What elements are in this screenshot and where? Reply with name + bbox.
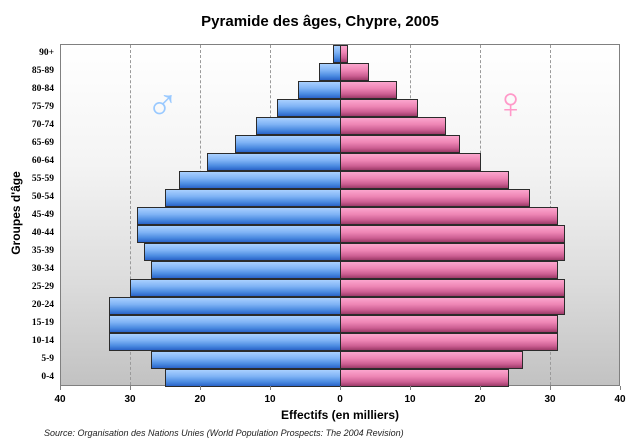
bar-male-40-44 [137,225,341,243]
bar-female-75-79 [340,99,418,117]
y-tick-label: 20-24 [31,300,54,310]
bar-female-40-44 [340,225,565,243]
y-tick-label: 90+ [39,48,54,58]
bar-male-60-64 [207,153,341,171]
bar-female-85-89 [340,63,369,81]
y-tick-label: 70-74 [31,120,54,130]
chart-title: Pyramide des âges, Chypre, 2005 [201,13,439,30]
bar-female-45-49 [340,207,558,225]
y-tick-label: 30-34 [31,264,54,274]
bar-male-0-4 [165,369,341,387]
bar-male-30-34 [151,261,341,279]
x-tick-label: 20 [194,394,206,405]
y-tick-label: 5-9 [41,354,54,364]
bar-male-5-9 [151,351,341,369]
y-tick-label: 85-89 [31,66,54,76]
x-tick-label: 0 [337,394,343,405]
bar-female-60-64 [340,153,481,171]
y-tick-label: 40-44 [31,228,54,238]
bar-male-75-79 [277,99,341,117]
x-tick-mark [550,386,551,390]
bar-female-0-4 [340,369,509,387]
x-tick-label: 30 [124,394,136,405]
x-tick-mark [60,386,61,390]
x-axis-title: Effectifs (en milliers) [280,408,400,422]
bar-female-90+ [340,45,348,63]
bar-female-25-29 [340,279,565,297]
bar-female-15-19 [340,315,558,333]
x-tick-label: 10 [404,394,416,405]
bar-female-80-84 [340,81,397,99]
x-tick-mark [410,386,411,390]
x-tick-label: 40 [614,394,626,405]
bar-male-65-69 [235,135,341,153]
male-symbol-icon: ♂ [146,79,179,128]
y-tick-label: 80-84 [31,84,54,94]
female-symbol-icon: ♀ [494,79,527,128]
x-tick-mark [200,386,201,390]
y-tick-label: 75-79 [31,102,54,112]
y-tick-label: 10-14 [31,336,54,346]
x-tick-label: 10 [264,394,276,405]
bar-male-35-39 [144,243,341,261]
x-tick-label: 40 [54,394,66,405]
bar-female-50-54 [340,189,530,207]
y-axis-title: Groupes d'âge [9,171,23,255]
bar-male-85-89 [319,63,341,81]
x-tick-mark [480,386,481,390]
bar-female-55-59 [340,171,509,189]
x-tick-label: 30 [544,394,556,405]
plot-area [60,44,620,387]
y-tick-label: 25-29 [31,282,54,292]
x-tick-mark [130,386,131,390]
bar-male-10-14 [109,333,341,351]
bar-male-25-29 [130,279,341,297]
x-tick-mark [270,386,271,390]
bar-male-15-19 [109,315,341,333]
bar-female-35-39 [340,243,565,261]
bar-female-10-14 [340,333,558,351]
source-note: Source: Organisation des Nations Unies (… [44,428,404,438]
bar-female-70-74 [340,117,446,135]
bar-male-55-59 [179,171,341,189]
bar-female-30-34 [340,261,558,279]
bar-male-80-84 [298,81,341,99]
y-tick-label: 60-64 [31,156,54,166]
bar-male-45-49 [137,207,341,225]
x-tick-mark [340,386,341,390]
bar-female-65-69 [340,135,460,153]
y-tick-label: 65-69 [31,138,54,148]
gridline [130,45,131,385]
bar-male-20-24 [109,297,341,315]
y-tick-label: 45-49 [31,210,54,220]
x-tick-label: 20 [474,394,486,405]
bar-male-70-74 [256,117,341,135]
bar-male-50-54 [165,189,341,207]
y-tick-label: 15-19 [31,318,54,328]
y-tick-label: 0-4 [41,372,54,382]
x-tick-mark [620,386,621,390]
y-tick-label: 50-54 [31,192,54,202]
bar-female-20-24 [340,297,565,315]
bar-female-5-9 [340,351,523,369]
y-tick-label: 35-39 [31,246,54,256]
y-tick-label: 55-59 [31,174,54,184]
